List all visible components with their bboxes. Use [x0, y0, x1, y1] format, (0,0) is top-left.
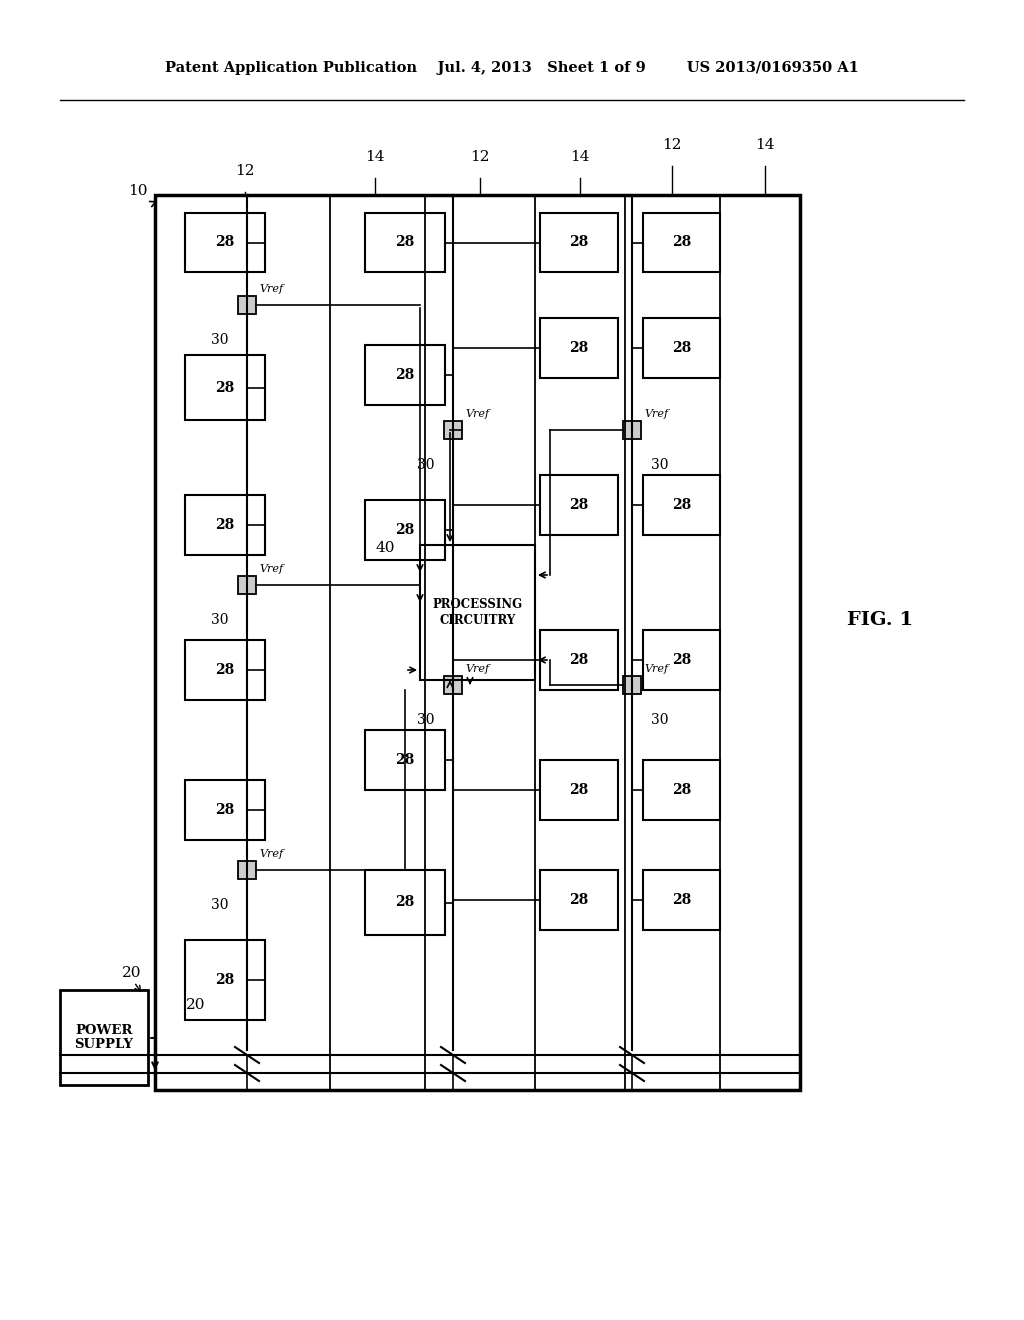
Text: 28: 28: [215, 517, 234, 532]
Text: 28: 28: [672, 341, 691, 355]
Bar: [365, 345, 445, 405]
Bar: [643, 760, 720, 820]
Bar: [238, 576, 256, 594]
Text: 28: 28: [215, 235, 234, 249]
Bar: [185, 640, 265, 700]
Text: 28: 28: [569, 653, 589, 667]
Bar: [444, 421, 462, 440]
Text: 28: 28: [672, 783, 691, 797]
Bar: [185, 780, 265, 840]
Text: Patent Application Publication    Jul. 4, 2013   Sheet 1 of 9        US 2013/016: Patent Application Publication Jul. 4, 2…: [165, 61, 859, 75]
Text: 10: 10: [128, 183, 148, 198]
Bar: [185, 213, 265, 272]
Bar: [365, 870, 445, 935]
Text: 20: 20: [122, 966, 141, 979]
Bar: [540, 318, 618, 378]
Bar: [623, 421, 641, 440]
Text: 30: 30: [417, 713, 435, 727]
Bar: [185, 495, 265, 554]
Text: Vref: Vref: [465, 409, 489, 418]
Text: 28: 28: [569, 783, 589, 797]
Bar: [238, 296, 256, 314]
Text: 28: 28: [569, 341, 589, 355]
Text: 28: 28: [215, 380, 234, 395]
Text: 30: 30: [211, 612, 228, 627]
Bar: [238, 861, 256, 879]
Bar: [623, 676, 641, 694]
Bar: [540, 630, 618, 690]
Text: 28: 28: [569, 498, 589, 512]
Text: 30: 30: [417, 458, 435, 473]
Text: 30: 30: [651, 713, 669, 727]
Bar: [444, 676, 462, 694]
Text: 12: 12: [236, 164, 255, 178]
Text: 30: 30: [211, 898, 228, 912]
Text: 28: 28: [215, 663, 234, 677]
Text: Vref: Vref: [259, 564, 283, 574]
Text: 12: 12: [470, 150, 489, 164]
Bar: [643, 475, 720, 535]
Bar: [365, 730, 445, 789]
Bar: [540, 475, 618, 535]
Bar: [155, 195, 800, 1090]
Text: Vref: Vref: [644, 409, 668, 418]
Text: 28: 28: [672, 894, 691, 907]
Text: 20: 20: [186, 998, 206, 1012]
Text: 28: 28: [672, 235, 691, 249]
Text: 40: 40: [376, 541, 395, 554]
Text: 14: 14: [570, 150, 590, 164]
Text: 28: 28: [569, 894, 589, 907]
Text: Vref: Vref: [259, 284, 283, 294]
Text: 28: 28: [215, 973, 234, 987]
Text: 30: 30: [211, 333, 228, 347]
Text: 14: 14: [756, 139, 775, 152]
Text: 30: 30: [651, 458, 669, 473]
Text: FIG. 1: FIG. 1: [847, 611, 913, 630]
Bar: [365, 500, 445, 560]
Text: 14: 14: [366, 150, 385, 164]
Text: 28: 28: [395, 368, 415, 381]
Text: Vref: Vref: [644, 664, 668, 675]
Bar: [643, 318, 720, 378]
Bar: [185, 940, 265, 1020]
Bar: [540, 870, 618, 931]
Text: 28: 28: [672, 653, 691, 667]
Bar: [643, 630, 720, 690]
Text: 28: 28: [395, 752, 415, 767]
Bar: [643, 213, 720, 272]
Bar: [540, 213, 618, 272]
Text: 28: 28: [215, 803, 234, 817]
Text: 28: 28: [569, 235, 589, 249]
Text: 28: 28: [395, 235, 415, 249]
Text: PROCESSING
CIRCUITRY: PROCESSING CIRCUITRY: [432, 598, 522, 627]
Bar: [365, 213, 445, 272]
Bar: [420, 545, 535, 680]
Bar: [60, 990, 148, 1085]
Text: 12: 12: [663, 139, 682, 152]
Bar: [643, 870, 720, 931]
Text: 28: 28: [672, 498, 691, 512]
Text: 28: 28: [395, 523, 415, 537]
Bar: [540, 760, 618, 820]
Bar: [185, 355, 265, 420]
Text: 28: 28: [395, 895, 415, 909]
Text: POWER
SUPPLY: POWER SUPPLY: [75, 1023, 133, 1052]
Text: Vref: Vref: [259, 849, 283, 859]
Text: Vref: Vref: [465, 664, 489, 675]
